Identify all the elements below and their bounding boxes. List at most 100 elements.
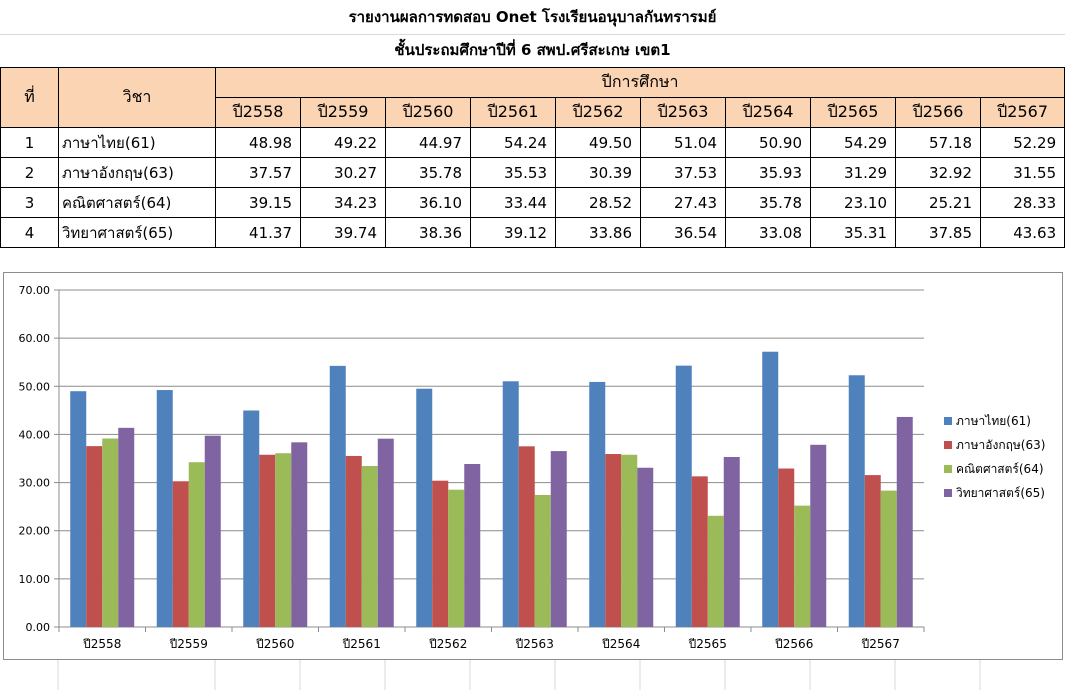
scores-table: ที่ วิชา ปีการศึกษา ปี2558 ปี2559 ปี2560 ปี… [0, 67, 1065, 248]
row-subject: วิทยาศาสตร์(65) [58, 217, 216, 248]
score-cell: 30.39 [555, 157, 641, 188]
x-tick-label: ปี2559 [169, 637, 208, 651]
chart-area: 0.00 10.00 20.00 30.00 40.00 50.00 60.00 70.00 ป… [3, 272, 1063, 660]
score-cell: 28.52 [555, 187, 641, 218]
score-cell: 35.53 [470, 157, 556, 188]
legend-label: ภาษาไทย(61) [956, 414, 1031, 428]
x-tick-label: ปี2566 [775, 637, 814, 651]
row-index: 1 [0, 127, 59, 158]
row-subject: ภาษาอังกฤษ(63) [58, 157, 216, 188]
score-cell: 35.78 [725, 187, 811, 218]
score-cell: 39.12 [470, 217, 556, 248]
report-title: รายงานผลการทดสอบ Onet โรงเรียนอนุบาลกันท… [0, 0, 1065, 35]
bar [794, 505, 811, 627]
score-cell: 37.57 [215, 157, 301, 188]
header-subject: วิชา [58, 67, 216, 128]
bar [416, 388, 433, 627]
score-cell: 36.54 [640, 217, 726, 248]
score-cell: 48.98 [215, 127, 301, 158]
score-cell: 38.36 [385, 217, 471, 248]
year-header: ปี2567 [979, 97, 1065, 128]
bar [70, 391, 87, 627]
bar [637, 467, 654, 627]
table-row: 1 ภาษาไทย(61) 48.98 49.22 44.97 54.24 49.50 51.… [0, 127, 1065, 158]
score-cell: 54.24 [470, 127, 556, 158]
year-header: ปี2561 [470, 97, 556, 128]
bar [896, 416, 913, 627]
score-cell: 50.90 [725, 127, 811, 158]
year-header: ปี2565 [810, 97, 896, 128]
score-cell: 33.44 [470, 187, 556, 218]
y-tick-label: 20.00 [19, 525, 51, 538]
header-academic-year: ปีการศึกษา [214, 67, 1065, 98]
row-index: 2 [0, 157, 59, 188]
bar [275, 453, 292, 627]
y-tick-label: 70.00 [19, 284, 51, 297]
table-row: 2 ภาษาอังกฤษ(63) 37.57 30.27 35.78 35.53 30.39… [0, 157, 1065, 188]
x-tick-label: ปี2560 [256, 637, 295, 651]
y-tick-label: 60.00 [19, 332, 51, 345]
year-header: ปี2566 [895, 97, 981, 128]
y-tick-label: 0.00 [26, 621, 51, 634]
legend-swatch [944, 489, 952, 497]
y-tick-label: 30.00 [19, 477, 51, 490]
score-cell: 37.53 [640, 157, 726, 188]
bar-chart: 0.00 10.00 20.00 30.00 40.00 50.00 60.00 70.00 ป… [19, 284, 1046, 651]
bar [502, 381, 519, 627]
bar [550, 451, 567, 627]
y-tick-label: 10.00 [19, 573, 51, 586]
bar [243, 410, 260, 627]
report-subtitle: ชั้นประถมศึกษาปีที่ 6 สพป.ศรีสะเกษ เขต1 [394, 41, 671, 59]
bar [810, 444, 827, 627]
bar [377, 438, 394, 627]
score-cell: 28.33 [979, 187, 1065, 218]
score-cell: 44.97 [385, 127, 471, 158]
score-cell: 33.08 [725, 217, 811, 248]
bar [848, 375, 865, 627]
bar [118, 427, 135, 627]
score-cell: 35.93 [725, 157, 811, 188]
year-header-row: ปี2558 ปี2559 ปี2560 ปี2561 ปี2562 ปี2563 ปี25… [1, 97, 1065, 128]
score-cell: 51.04 [640, 127, 726, 158]
bar [707, 515, 724, 627]
bar [291, 442, 308, 627]
y-tick-label: 40.00 [19, 428, 51, 441]
score-cell: 34.23 [300, 187, 386, 218]
score-cell: 31.55 [979, 157, 1065, 188]
year-header: ปี2559 [300, 97, 386, 128]
score-cell: 35.31 [810, 217, 896, 248]
x-tick-label: ปี2565 [688, 637, 727, 651]
score-cell: 27.43 [640, 187, 726, 218]
bar [605, 454, 622, 627]
row-index: 3 [0, 187, 59, 218]
score-cell: 25.21 [895, 187, 981, 218]
score-cell: 39.74 [300, 217, 386, 248]
year-header: ปี2564 [725, 97, 811, 128]
score-cell: 49.50 [555, 127, 641, 158]
row-subject: ภาษาไทย(61) [58, 127, 216, 158]
score-cell: 23.10 [810, 187, 896, 218]
bar [778, 468, 795, 627]
bar [361, 466, 378, 627]
score-cell: 52.29 [979, 127, 1065, 158]
bar [448, 489, 465, 627]
bar [86, 446, 103, 627]
year-header: ปี2563 [640, 97, 726, 128]
bar [172, 481, 189, 627]
table-row: 4 วิทยาศาสตร์(65) 41.37 39.74 38.36 39.12 33.8… [0, 217, 1065, 248]
bar [188, 462, 205, 627]
bar [864, 475, 881, 627]
score-cell: 39.15 [215, 187, 301, 218]
bar [534, 494, 551, 627]
legend-label: วิทยาศาสตร์(65) [956, 486, 1045, 500]
legend-label: ภาษาอังกฤษ(63) [956, 438, 1045, 452]
score-cell: 32.92 [895, 157, 981, 188]
score-cell: 49.22 [300, 127, 386, 158]
bar [156, 390, 173, 627]
bar [432, 480, 449, 627]
x-tick-label: ปี2558 [83, 637, 122, 651]
score-cell: 36.10 [385, 187, 471, 218]
bar [691, 476, 708, 627]
year-header: ปี2558 [215, 97, 301, 128]
bar [880, 490, 897, 627]
